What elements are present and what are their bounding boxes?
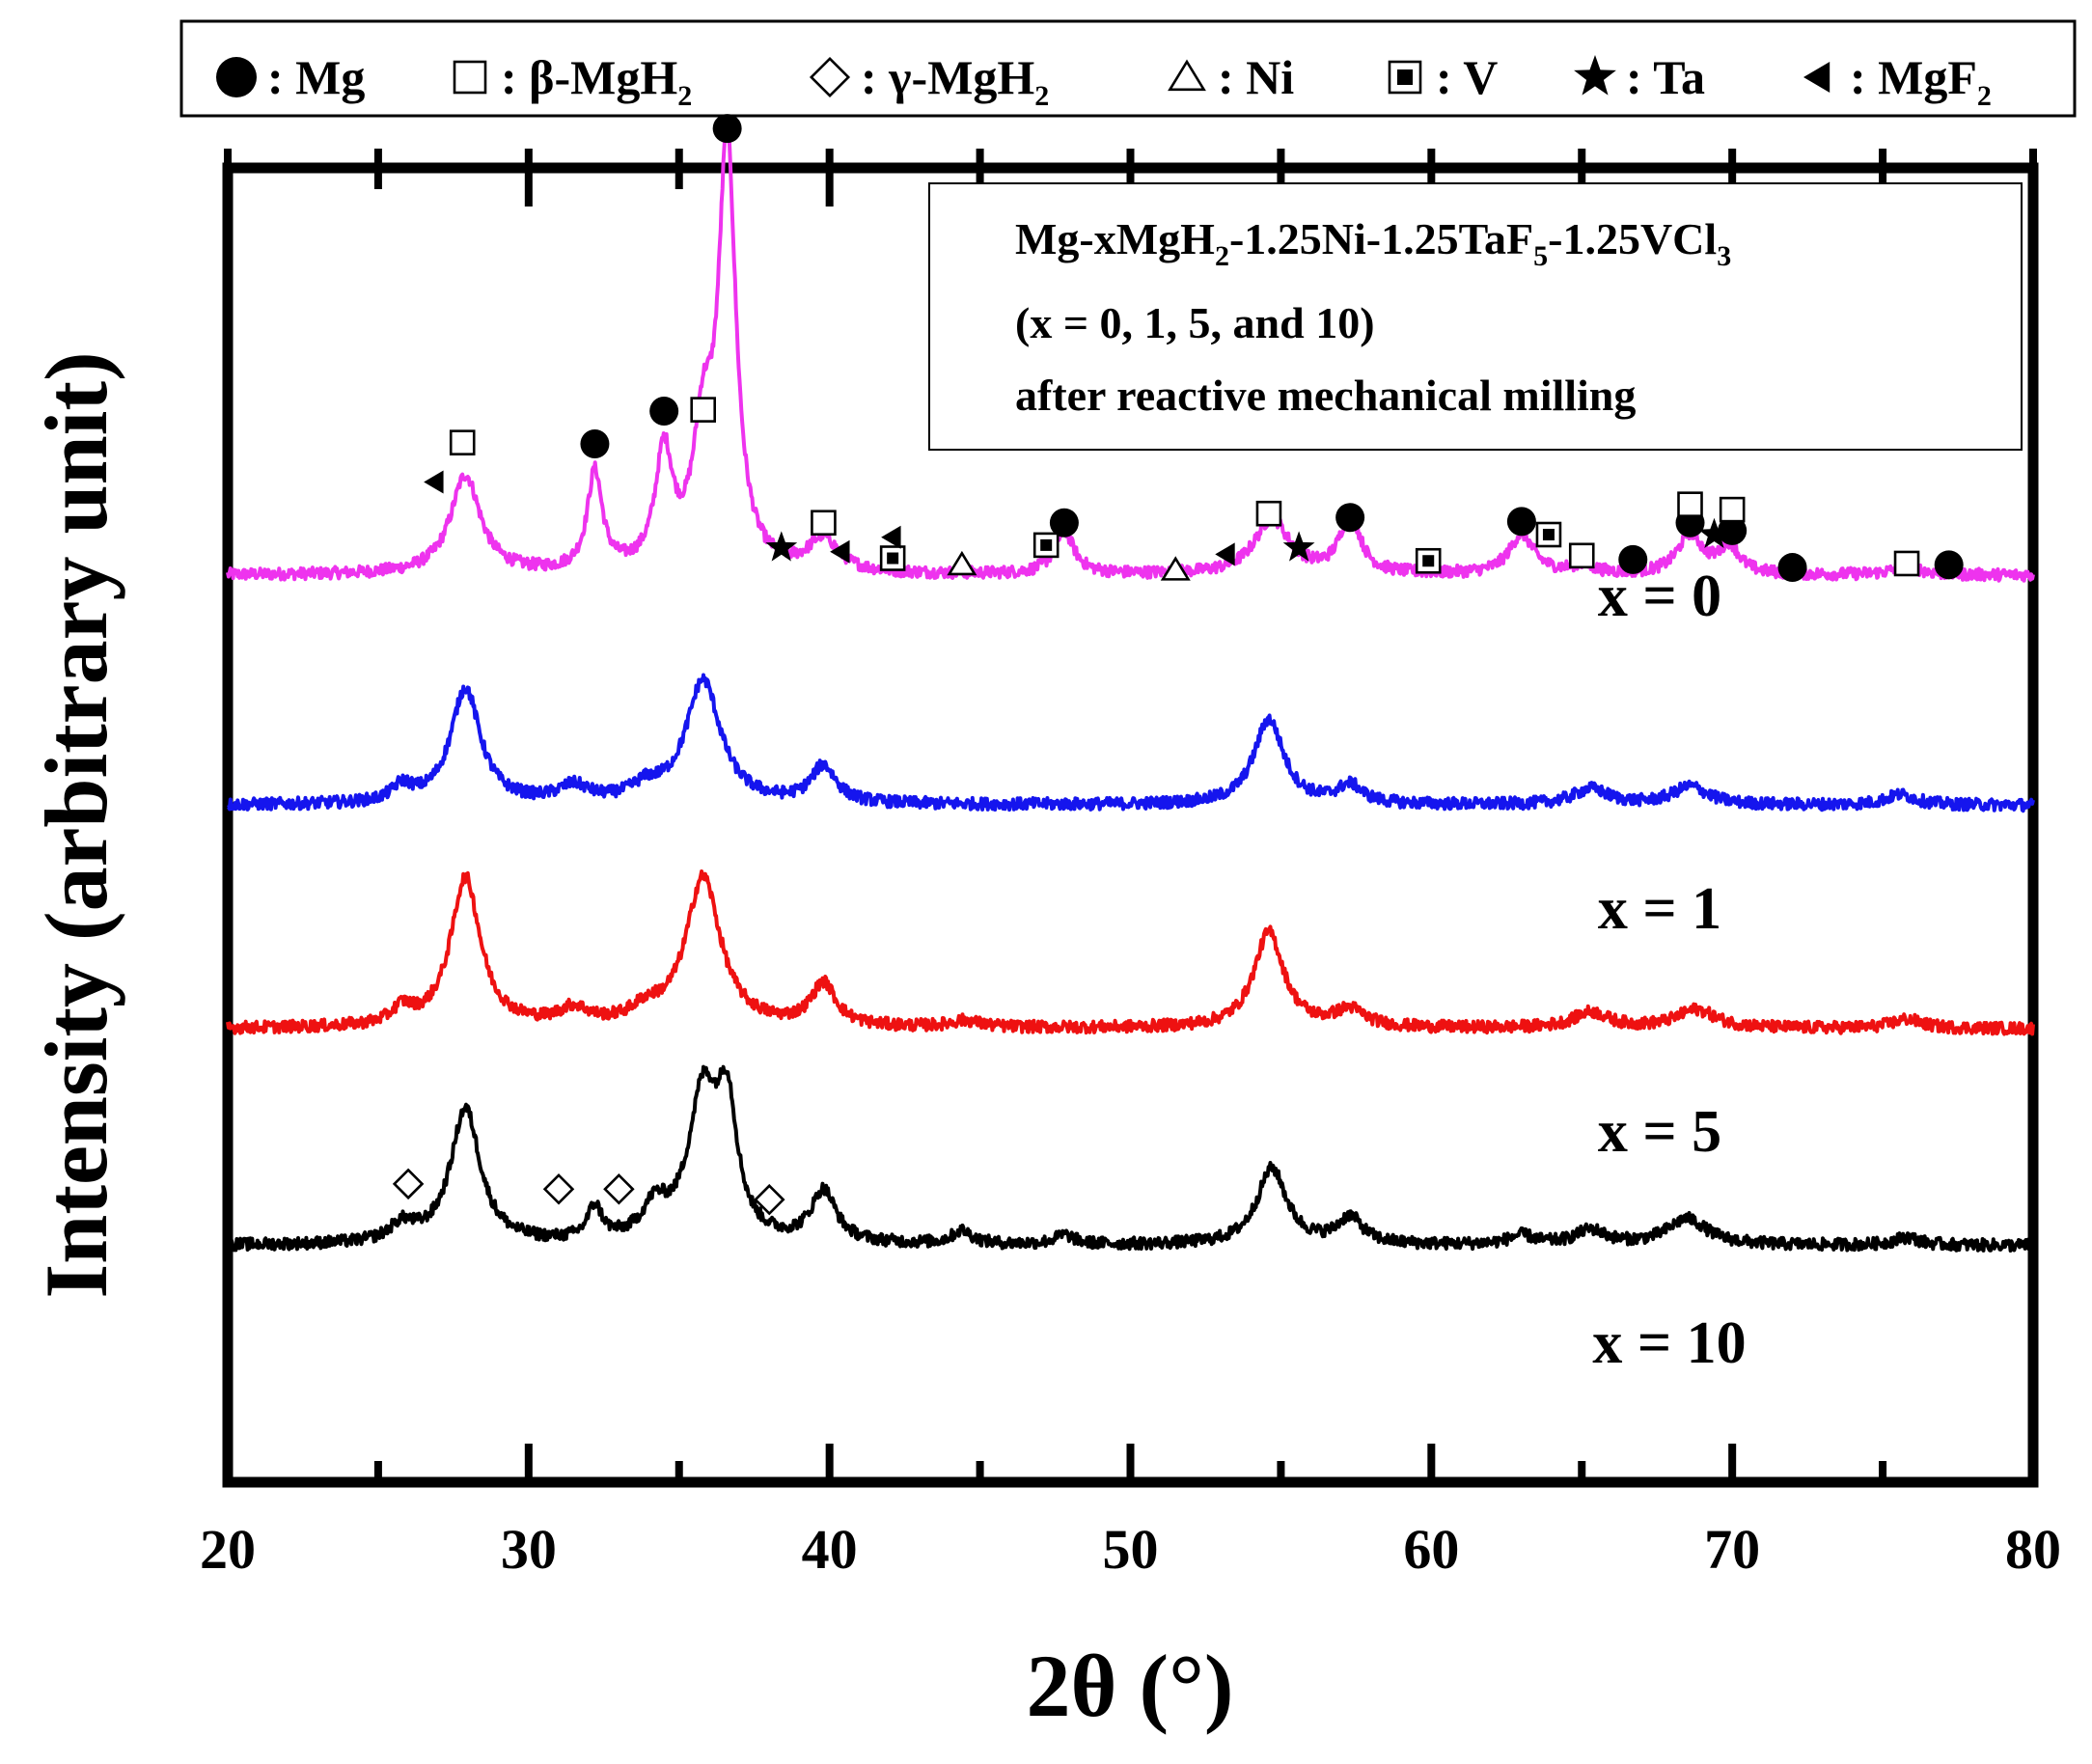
info-subscript: 2 (1215, 240, 1229, 272)
filled-circle-icon (216, 57, 257, 97)
legend-item: : V (1388, 50, 1498, 104)
series-layer (226, 120, 2035, 1253)
legend-item: : β-MgH2 (453, 50, 692, 112)
legend-item: : Ni (1168, 50, 1294, 104)
x-tick-label: 60 (1403, 1518, 1459, 1581)
peak-marker-triangle (1160, 556, 1191, 581)
x-axis-title: 2θ (°) (1026, 1637, 1233, 1735)
x-tick-label: 20 (200, 1518, 256, 1581)
peak-marker-square (1719, 496, 1746, 523)
legend-label: : Ni (1218, 50, 1294, 104)
open-diamond-icon (809, 56, 851, 98)
peak-marker-circle (1777, 553, 1807, 583)
legend-label: : MgF2 (1850, 50, 1992, 112)
legend-item: : γ-MgH2 (809, 50, 1049, 112)
info-text-part: -1.25VCl (1548, 214, 1717, 263)
peak-markers (392, 114, 1964, 1216)
v-marker-inner (1040, 538, 1053, 551)
legend: : Mg : β-MgH2 : γ-MgH2 : Ni : V : Ta : MgF2 (179, 19, 2077, 118)
peak-marker-vsquare (1032, 532, 1060, 559)
series-label: x = 1 (1598, 876, 1721, 942)
peak-marker-square (690, 397, 716, 423)
x-tick-label: 80 (2005, 1518, 2061, 1581)
peak-marker-ltri (424, 470, 444, 494)
legend-subscript: 2 (1034, 80, 1049, 112)
peak-marker-square (1677, 491, 1703, 517)
peak-marker-circle (649, 396, 679, 426)
x-tick-label: 50 (1103, 1518, 1159, 1581)
legend-label: : V (1436, 50, 1498, 104)
peak-marker-diamond (392, 1168, 425, 1200)
info-line-3: after reactive mechanical milling (1015, 371, 1636, 420)
info-text-part: -1.25Ni-1.25TaF (1229, 214, 1533, 263)
legend-subscript: 2 (1977, 80, 1992, 112)
peak-marker-star (1282, 531, 1315, 562)
x-tick-label: 70 (1704, 1518, 1760, 1581)
legend-label: : γ-MgH2 (861, 50, 1049, 112)
peak-marker-diamond (603, 1173, 635, 1205)
peak-marker-diamond (754, 1183, 785, 1216)
x-tick-label: 30 (501, 1518, 557, 1581)
x-tick-labels: 20 30 40 50 60 70 80 (200, 1518, 2061, 1581)
series-line-1 (226, 673, 2035, 813)
series-label: x = 5 (1598, 1099, 1721, 1165)
series-line-10 (226, 1064, 2035, 1253)
peak-marker-circle (1049, 508, 1079, 537)
info-subscript: 5 (1533, 240, 1548, 272)
series-label: x = 0 (1598, 564, 1721, 629)
info-text-part: Mg-xMgH (1015, 214, 1215, 263)
peak-marker-circle (1506, 507, 1536, 537)
legend-label: : β-MgH2 (501, 50, 692, 112)
peak-marker-square (1255, 500, 1282, 527)
peak-marker-circle (1934, 550, 1964, 580)
y-axis-title: Intensity (arbitrary unit) (27, 351, 125, 1298)
open-square-icon (453, 60, 487, 95)
legend-label: : Mg (267, 50, 365, 104)
info-line-2: (x = 0, 1, 5, and 10) (1015, 298, 1375, 347)
x-tick-label: 40 (802, 1518, 858, 1581)
peak-marker-circle (712, 114, 742, 144)
series-label: x = 10 (1592, 1310, 1746, 1376)
peak-marker-circle (1335, 503, 1365, 533)
peak-marker-circle (580, 429, 610, 459)
legend-item: : Ta (1574, 50, 1705, 104)
peak-marker-ltri (1215, 542, 1235, 566)
peak-marker-square (449, 429, 476, 455)
info-subscript: 3 (1717, 240, 1731, 272)
info-box: Mg-xMgH2-1.25Ni-1.25TaF5-1.25VCl3 (x = 0… (928, 182, 2023, 451)
peak-marker-square (1568, 542, 1595, 569)
series-labels: x = 0 x = 1 x = 5 x = 10 (1592, 564, 1746, 1376)
peak-marker-square (811, 510, 837, 537)
legend-label: : Ta (1626, 50, 1705, 104)
peak-marker-vsquare (1415, 547, 1442, 574)
peak-marker-star (765, 531, 798, 562)
peak-marker-ltri (881, 525, 901, 549)
open-triangle-icon (1168, 59, 1206, 92)
peak-marker-circle (1618, 544, 1648, 574)
peak-marker-vsquare (879, 545, 906, 571)
v-marker-inner (1397, 69, 1413, 85)
info-line-1: Mg-xMgH2-1.25Ni-1.25TaF5-1.25VCl3 (1015, 214, 1731, 272)
peak-marker-vsquare (1535, 521, 1562, 548)
dotted-square-icon (1388, 60, 1422, 95)
peak-marker-triangle (947, 550, 977, 576)
legend-frame (179, 19, 2077, 118)
peak-marker-diamond (542, 1173, 575, 1205)
series-line-0 (226, 120, 2035, 583)
peak-marker-ltri (830, 539, 850, 564)
legend-item: : MgF2 (1803, 50, 1992, 112)
legend-item: : Mg (216, 50, 365, 104)
peak-marker-star (1698, 517, 1730, 548)
v-marker-inner (1542, 528, 1555, 540)
v-marker-inner (1422, 555, 1435, 567)
peak-marker-circle (1718, 515, 1748, 545)
legend-subscript: 2 (677, 80, 692, 112)
v-marker-inner (887, 552, 899, 565)
series-line-5 (226, 869, 2035, 1036)
info-box-frame (928, 182, 2023, 451)
filled-left-triangle-icon (1803, 62, 1830, 93)
filled-star-icon (1574, 55, 1616, 96)
peak-marker-square (1893, 550, 1920, 577)
